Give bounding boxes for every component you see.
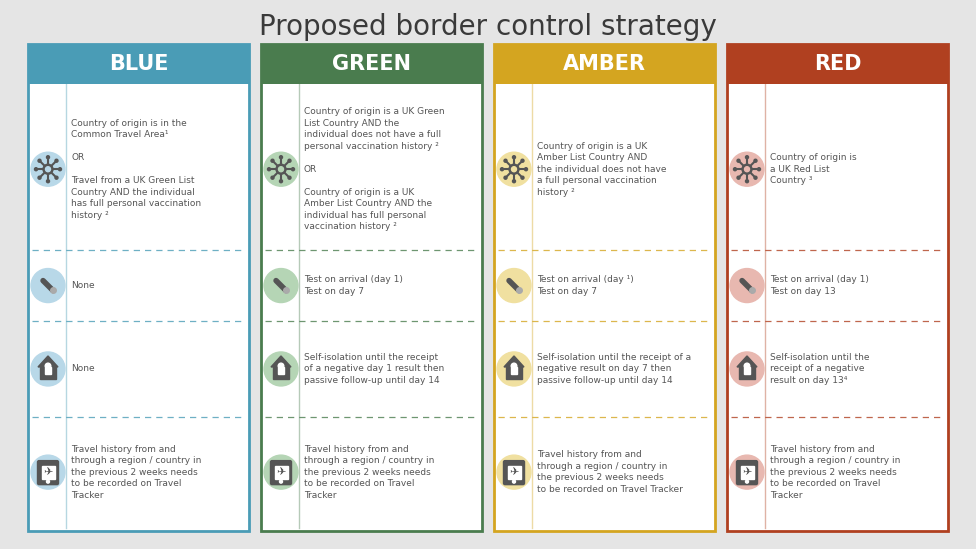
Text: BLUE: BLUE [108, 54, 168, 74]
Circle shape [730, 268, 764, 302]
Bar [506, 367, 522, 379]
Circle shape [737, 159, 740, 163]
Bar [273, 367, 289, 379]
Text: Travel history from and
through a region / country in
the previous 2 weeks needs: Travel history from and through a region… [537, 450, 683, 494]
Bar [274, 466, 288, 479]
Polygon shape [737, 356, 757, 367]
Circle shape [46, 167, 51, 172]
Circle shape [746, 480, 749, 483]
Circle shape [524, 167, 527, 171]
FancyBboxPatch shape [37, 461, 59, 485]
Text: Self-isolation until the receipt
of a negative day 1 result then
passive follow-: Self-isolation until the receipt of a ne… [304, 353, 444, 385]
Circle shape [31, 455, 65, 489]
Circle shape [279, 480, 282, 483]
Circle shape [45, 363, 51, 369]
Circle shape [47, 180, 50, 183]
Circle shape [509, 164, 519, 174]
Text: Travel history from and
through a region / country in
the previous 2 weeks needs: Travel history from and through a region… [770, 445, 901, 500]
Circle shape [730, 152, 764, 186]
Circle shape [271, 159, 274, 163]
FancyBboxPatch shape [28, 44, 249, 531]
Circle shape [55, 159, 58, 163]
Polygon shape [504, 356, 524, 367]
Circle shape [754, 159, 757, 163]
Text: Travel history from and
through a region / country in
the previous 2 weeks needs: Travel history from and through a region… [71, 445, 201, 500]
Bar [744, 367, 750, 374]
Circle shape [288, 159, 291, 163]
FancyBboxPatch shape [28, 44, 249, 84]
Circle shape [288, 176, 291, 179]
Polygon shape [271, 356, 291, 367]
Circle shape [264, 352, 298, 386]
Bar [45, 367, 51, 374]
Circle shape [497, 152, 531, 186]
Circle shape [501, 167, 504, 171]
Circle shape [31, 268, 65, 302]
Text: ✈: ✈ [43, 468, 53, 478]
Text: Test on arrival (day ¹)
Test on day 7: Test on arrival (day ¹) Test on day 7 [537, 276, 633, 296]
Circle shape [746, 180, 749, 183]
Circle shape [31, 352, 65, 386]
FancyBboxPatch shape [727, 44, 948, 84]
Circle shape [734, 167, 737, 171]
Bar [508, 466, 520, 479]
Circle shape [59, 167, 61, 171]
Circle shape [746, 156, 749, 159]
Circle shape [497, 268, 531, 302]
FancyBboxPatch shape [261, 44, 482, 531]
Bar [278, 367, 284, 374]
Circle shape [512, 480, 515, 483]
Circle shape [264, 268, 298, 302]
Circle shape [34, 167, 37, 171]
Bar [42, 466, 55, 479]
Circle shape [43, 164, 53, 174]
Circle shape [292, 167, 295, 171]
Circle shape [730, 455, 764, 489]
Circle shape [267, 167, 270, 171]
Polygon shape [38, 356, 58, 367]
FancyBboxPatch shape [270, 461, 292, 485]
Circle shape [279, 180, 282, 183]
Text: Self-isolation until the receipt of a
negative result on day 7 then
passive foll: Self-isolation until the receipt of a ne… [537, 353, 691, 385]
Circle shape [521, 159, 524, 163]
Circle shape [264, 152, 298, 186]
Circle shape [264, 455, 298, 489]
Text: ✈: ✈ [509, 468, 518, 478]
Text: Test on arrival (day 1)
Test on day 13: Test on arrival (day 1) Test on day 13 [770, 276, 869, 296]
Circle shape [504, 159, 507, 163]
Circle shape [754, 176, 757, 179]
Circle shape [271, 176, 274, 179]
Text: Country of origin is
a UK Red List
Country ³: Country of origin is a UK Red List Count… [770, 153, 857, 185]
Circle shape [512, 180, 515, 183]
Circle shape [742, 164, 752, 174]
Circle shape [55, 176, 58, 179]
Bar [741, 466, 753, 479]
FancyBboxPatch shape [504, 461, 524, 485]
Circle shape [38, 159, 41, 163]
FancyBboxPatch shape [727, 44, 948, 531]
Circle shape [31, 152, 65, 186]
Circle shape [47, 156, 50, 159]
Text: None: None [71, 365, 95, 373]
FancyBboxPatch shape [261, 44, 482, 84]
Text: Test on arrival (day 1)
Test on day 7: Test on arrival (day 1) Test on day 7 [304, 276, 403, 296]
Text: ✈: ✈ [276, 468, 286, 478]
FancyBboxPatch shape [494, 44, 715, 531]
Bar [511, 367, 517, 374]
Text: Proposed border control strategy: Proposed border control strategy [259, 13, 717, 41]
Circle shape [511, 363, 517, 369]
Circle shape [276, 164, 286, 174]
FancyBboxPatch shape [494, 44, 715, 84]
Text: ✈: ✈ [743, 468, 752, 478]
Text: Country of origin is a UK
Amber List Country AND
the individual does not have
a : Country of origin is a UK Amber List Cou… [537, 142, 667, 197]
Circle shape [757, 167, 760, 171]
Circle shape [497, 455, 531, 489]
Circle shape [497, 352, 531, 386]
Circle shape [512, 156, 515, 159]
Text: Country of origin is a UK Green
List Country AND the
individual does not have a : Country of origin is a UK Green List Cou… [304, 108, 445, 231]
Circle shape [504, 176, 507, 179]
Circle shape [737, 176, 740, 179]
Bar [40, 367, 56, 379]
Text: Country of origin is in the
Common Travel Area¹

OR

Travel from a UK Green List: Country of origin is in the Common Trave… [71, 119, 201, 220]
Circle shape [521, 176, 524, 179]
